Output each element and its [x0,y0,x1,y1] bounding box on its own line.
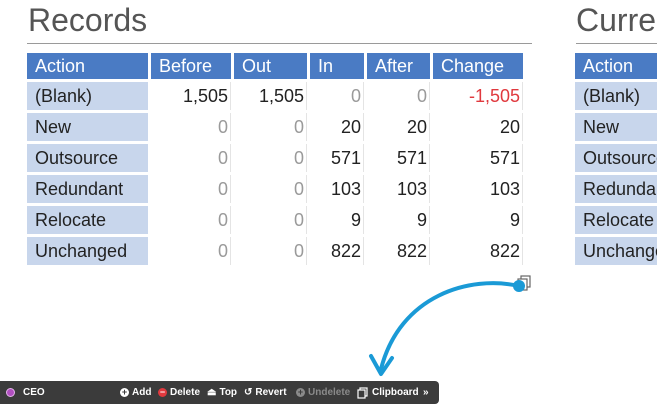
table-row[interactable]: (Blank) 1,505 1,505 0 0 -1,505 [27,82,523,110]
cell-before[interactable]: 0 [151,175,231,203]
current-row-label[interactable]: Redundant [575,175,657,203]
more-button[interactable]: » [423,381,429,404]
current-table: Action (Blank) New Outsource Redundant R… [572,50,657,268]
current-title: Curre [576,2,657,38]
row-action-label[interactable]: Unchanged [27,237,148,265]
row-action-label[interactable]: New [27,113,148,141]
row-action-label[interactable]: Redundant [27,175,148,203]
cell-before[interactable]: 0 [151,113,231,141]
cell-after[interactable]: 20 [367,113,430,141]
current-row-label[interactable]: Outsource [575,144,657,172]
table-row[interactable]: Relocate 0 0 9 9 9 [27,206,523,234]
records-title-underline [27,43,532,44]
delete-button[interactable]: − Delete [158,381,200,404]
current-header-row: Action [575,53,657,79]
column-header-before[interactable]: Before [151,53,231,79]
table-row[interactable]: Outsource [575,144,657,172]
table-row[interactable]: Relocate [575,206,657,234]
records-table: Action Before Out In After Change (Blank… [24,50,526,268]
column-header-change[interactable]: Change [433,53,523,79]
cell-before[interactable]: 0 [151,144,231,172]
context-dot-icon [6,388,15,397]
table-row[interactable]: Unchanged 0 0 822 822 822 [27,237,523,265]
cell-after[interactable]: 822 [367,237,430,265]
table-row[interactable]: (Blank) [575,82,657,110]
cell-out[interactable]: 0 [234,113,307,141]
plus-icon: + [296,387,305,397]
cell-out[interactable]: 0 [234,144,307,172]
cell-in[interactable]: 20 [310,113,364,141]
cell-change[interactable]: -1,505 [433,82,523,110]
clipboard-label: Clipboard [372,387,419,398]
cell-change[interactable]: 20 [433,113,523,141]
current-row-label[interactable]: (Blank) [575,82,657,110]
cell-change[interactable]: 571 [433,144,523,172]
current-row-label[interactable]: Relocate [575,206,657,234]
context-indicator[interactable]: CEO [6,381,45,404]
cell-before[interactable]: 1,505 [151,82,231,110]
clipboard-button[interactable]: Clipboard [357,381,419,404]
cell-before[interactable]: 0 [151,237,231,265]
minus-icon: − [158,387,167,397]
top-label: Top [219,387,238,398]
current-title-underline [576,43,657,44]
cell-out[interactable]: 0 [234,237,307,265]
cell-in[interactable]: 9 [310,206,364,234]
records-header-row: Action Before Out In After Change [27,53,523,79]
column-header-in[interactable]: In [310,53,364,79]
undo-icon: ↺ [244,387,253,398]
revert-button[interactable]: ↺ Revert [244,381,287,404]
records-title: Records [28,2,148,38]
current-row-label[interactable]: New [575,113,657,141]
cell-after[interactable]: 0 [367,82,430,110]
table-row[interactable]: New [575,113,657,141]
delete-label: Delete [170,387,201,398]
cell-change[interactable]: 103 [433,175,523,203]
cell-after[interactable]: 103 [367,175,430,203]
bottom-toolbar: CEO + Add − Delete ⏏ Top ↺ Revert + Unde… [0,381,439,404]
column-header-action[interactable]: Action [27,53,148,79]
row-action-label[interactable]: Relocate [27,206,148,234]
add-label: Add [132,387,152,398]
cell-in[interactable]: 0 [310,82,364,110]
table-row[interactable]: Redundant [575,175,657,203]
add-button[interactable]: + Add [120,381,151,404]
column-header-out[interactable]: Out [234,53,307,79]
undelete-button[interactable]: + Undelete [296,381,350,404]
eject-icon: ⏏ [207,387,217,398]
cell-after[interactable]: 571 [367,144,430,172]
cell-in[interactable]: 103 [310,175,364,203]
revert-label: Revert [255,387,287,398]
table-row[interactable]: Outsource 0 0 571 571 571 [27,144,523,172]
cell-change[interactable]: 9 [433,206,523,234]
cell-before[interactable]: 0 [151,206,231,234]
cell-in[interactable]: 822 [310,237,364,265]
context-label: CEO [23,387,45,398]
current-column-header-action[interactable]: Action [575,53,657,79]
table-row[interactable]: Unchanged [575,237,657,265]
table-row[interactable]: New 0 0 20 20 20 [27,113,523,141]
cell-out[interactable]: 0 [234,206,307,234]
more-icon: » [423,387,429,398]
cell-after[interactable]: 9 [367,206,430,234]
clipboard-icon [357,386,368,399]
cell-in[interactable]: 571 [310,144,364,172]
row-action-label[interactable]: Outsource [27,144,148,172]
copy-to-clipboard-icon[interactable] [517,275,533,291]
table-row[interactable]: Redundant 0 0 103 103 103 [27,175,523,203]
row-action-label[interactable]: (Blank) [27,82,148,110]
undelete-label: Undelete [308,387,351,398]
cell-out[interactable]: 0 [234,175,307,203]
column-header-after[interactable]: After [367,53,430,79]
top-button[interactable]: ⏏ Top [207,381,237,404]
cell-out[interactable]: 1,505 [234,82,307,110]
current-row-label[interactable]: Unchanged [575,237,657,265]
plus-icon: + [120,387,129,397]
cell-change[interactable]: 822 [433,237,523,265]
